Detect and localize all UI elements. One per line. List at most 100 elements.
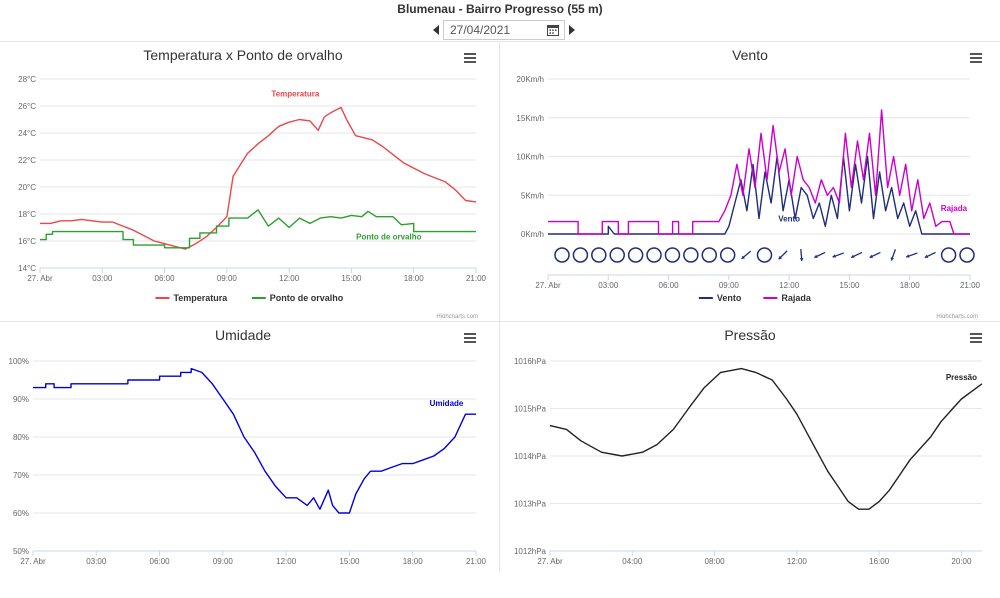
series-data-label: Pressão bbox=[946, 373, 977, 382]
wind-direction-arrow-icon bbox=[832, 252, 844, 258]
wind-calm-marker bbox=[627, 247, 644, 263]
wind-calm-marker bbox=[756, 247, 773, 263]
y-tick-label: 1016hPa bbox=[514, 357, 547, 366]
wind-direction-arrow-icon bbox=[850, 251, 863, 259]
y-tick-label: 1012hPa bbox=[514, 547, 547, 556]
wind-direction-arrow-icon bbox=[890, 249, 897, 261]
x-tick-label: 21:00 bbox=[466, 274, 487, 283]
y-tick-label: 15Km/h bbox=[516, 114, 544, 123]
hum-chart-svg: Umidade 50% 60% 70% 80% 90% 100% 27. Abr 03:00 06… bbox=[9, 327, 487, 566]
series-line-vento[interactable] bbox=[548, 155, 970, 235]
series-line-pressão[interactable] bbox=[549, 367, 983, 510]
y-tick-label: 22°C bbox=[18, 156, 36, 165]
x-tick-label: 09:00 bbox=[213, 557, 234, 566]
highcharts-credits[interactable]: Highcharts.com bbox=[436, 314, 478, 318]
chart-menu-icon[interactable] bbox=[970, 53, 982, 63]
x-tick-label: 20:00 bbox=[951, 557, 972, 566]
x-tick-label: 03:00 bbox=[92, 274, 113, 283]
wind-calm-marker bbox=[701, 247, 718, 263]
wind-calm-marker bbox=[959, 247, 975, 263]
temp-chart-svg: Temperatura x Ponto de orvalho 14°C 16°C 18… bbox=[18, 47, 487, 318]
y-tick-label: 1014hPa bbox=[514, 452, 547, 461]
x-tick-label: 15:00 bbox=[839, 281, 860, 290]
series-data-label: Umidade bbox=[430, 399, 464, 408]
wind-calm-marker bbox=[609, 247, 625, 263]
y-tick-label: 90% bbox=[13, 395, 29, 404]
y-tick-label: 50% bbox=[13, 547, 29, 556]
previous-day-arrow-icon[interactable] bbox=[433, 25, 439, 35]
wind-calm-marker bbox=[572, 247, 589, 263]
x-tick-label: 15:00 bbox=[339, 557, 360, 566]
wind-direction-arrow-icon bbox=[924, 251, 936, 259]
x-tick-label: 06:00 bbox=[659, 281, 680, 290]
x-tick-label: 06:00 bbox=[150, 557, 171, 566]
legend-item-temperatura[interactable]: Temperatura bbox=[155, 293, 228, 303]
x-tick-label: 18:00 bbox=[404, 274, 425, 283]
x-tick-label: 09:00 bbox=[217, 274, 238, 283]
legend-label: Vento bbox=[717, 293, 742, 303]
x-tick-label: 15:00 bbox=[341, 274, 362, 283]
series-data-label: Vento bbox=[778, 215, 800, 224]
page-title: Blumenau - Bairro Progresso (55 m) bbox=[397, 2, 603, 16]
x-tick-label: 08:00 bbox=[705, 557, 726, 566]
series-data-label: Rajada bbox=[941, 204, 968, 213]
x-tick-label: 04:00 bbox=[622, 557, 643, 566]
series-line-umidade[interactable] bbox=[33, 367, 476, 514]
series-line-temperatura[interactable] bbox=[40, 106, 477, 250]
x-tick-label: 12:00 bbox=[276, 557, 297, 566]
x-tick-label: 18:00 bbox=[900, 281, 921, 290]
legend-label: Rajada bbox=[781, 293, 812, 303]
y-tick-label: 18°C bbox=[18, 210, 36, 219]
wind-calm-marker bbox=[683, 247, 699, 263]
x-date-label: 27. Abr bbox=[535, 281, 561, 290]
chart-title: Pressão bbox=[724, 327, 776, 343]
wind-direction-arrow-icon bbox=[778, 250, 788, 260]
y-tick-label: 20°C bbox=[18, 183, 36, 192]
date-navigator bbox=[431, 20, 577, 41]
wind-calm-marker bbox=[646, 247, 662, 263]
legend-item-ponto-de-orvalho[interactable]: Ponto de orvalho bbox=[251, 293, 344, 303]
y-tick-label: 20Km/h bbox=[516, 75, 544, 84]
y-tick-label: 10Km/h bbox=[516, 153, 544, 162]
x-tick-label: 03:00 bbox=[86, 557, 107, 566]
x-tick-label: 21:00 bbox=[960, 281, 981, 290]
x-tick-label: 12:00 bbox=[779, 281, 800, 290]
wind-chart-svg: Vento 0Km/h 5Km/h 10Km/h 15Km/h 20Km/h 27. Abr… bbox=[516, 47, 982, 318]
humidity-chart-panel: Umidade 50% 60% 70% 80% 90% 100% 27. Abr 03:00 06… bbox=[0, 323, 500, 598]
chart-title: Temperatura x Ponto de orvalho bbox=[143, 47, 342, 63]
pres-chart-svg: Pressão 1012hPa 1013hPa 1014hPa 1015hPa 1016h… bbox=[514, 327, 983, 566]
x-tick-label: 21:00 bbox=[466, 557, 487, 566]
calendar-icon[interactable] bbox=[547, 24, 559, 36]
column-divider bbox=[499, 42, 500, 573]
x-date-label: 27. Abr bbox=[20, 557, 46, 566]
series-line-rajada[interactable] bbox=[548, 109, 970, 235]
wind-direction-arrow-icon bbox=[814, 251, 826, 259]
y-tick-label: 24°C bbox=[18, 129, 36, 138]
next-day-arrow-icon[interactable] bbox=[569, 25, 575, 35]
legend-item-rajada[interactable]: Rajada bbox=[763, 293, 812, 303]
wind-calm-marker bbox=[554, 247, 570, 263]
legend-item-vento[interactable]: Vento bbox=[698, 293, 742, 303]
row-divider bbox=[0, 321, 1000, 322]
y-tick-label: 1015hPa bbox=[514, 405, 547, 414]
y-tick-label: 60% bbox=[13, 509, 29, 518]
wind-direction-arrow-icon bbox=[869, 251, 881, 259]
x-tick-label: 03:00 bbox=[598, 281, 619, 290]
date-input[interactable] bbox=[443, 20, 565, 40]
series-data-label: Temperatura bbox=[271, 90, 319, 99]
y-tick-label: 100% bbox=[9, 357, 29, 366]
legend-label: Ponto de orvalho bbox=[270, 293, 344, 303]
wind-direction-arrow-icon bbox=[799, 248, 804, 262]
series-data-label: Ponto de orvalho bbox=[356, 233, 421, 242]
x-tick-label: 12:00 bbox=[787, 557, 808, 566]
y-tick-label: 1013hPa bbox=[514, 500, 547, 509]
wind-calm-marker bbox=[591, 247, 607, 263]
legend-label: Temperatura bbox=[173, 293, 228, 303]
chart-menu-icon[interactable] bbox=[464, 53, 476, 63]
temperature-chart-panel: Temperatura x Ponto de orvalho 14°C 16°C 18… bbox=[0, 43, 500, 318]
chart-menu-icon[interactable] bbox=[970, 333, 982, 343]
wind-calm-marker bbox=[940, 247, 957, 263]
highcharts-credits[interactable]: Highcharts.com bbox=[936, 314, 978, 318]
chart-menu-icon[interactable] bbox=[464, 333, 476, 343]
series-line-ponto-de-orvalho[interactable] bbox=[40, 209, 476, 249]
